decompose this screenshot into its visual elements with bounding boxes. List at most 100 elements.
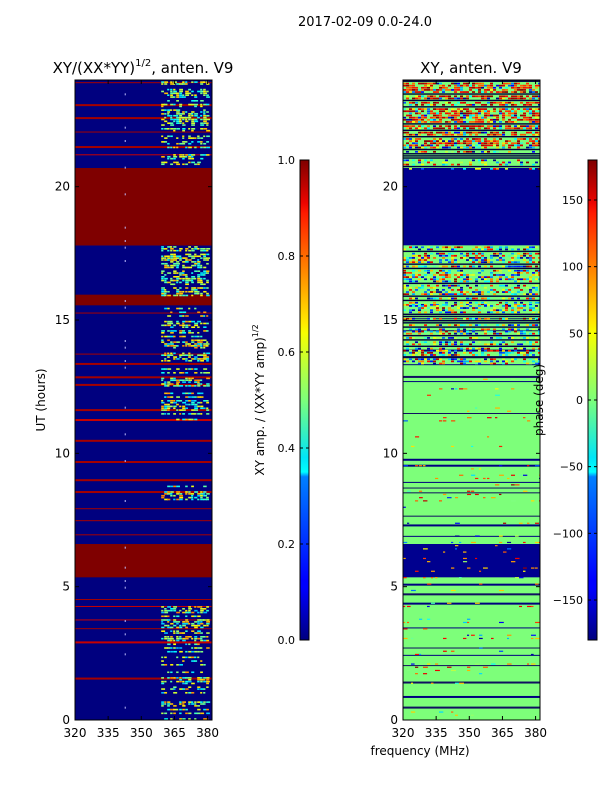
right-phase-cell xyxy=(433,362,436,365)
right-phase-cell xyxy=(439,305,442,307)
right-phase-cell xyxy=(535,101,538,104)
right-phase-cell xyxy=(406,347,409,350)
right-phase-cell xyxy=(535,341,538,344)
left-active-cell xyxy=(185,315,189,317)
right-phase-speck xyxy=(487,477,490,480)
left-active-cell xyxy=(194,118,198,121)
right-phase-cell xyxy=(478,121,481,123)
right-phase-cell xyxy=(445,125,448,128)
right-phase-cell xyxy=(418,104,421,106)
right-phase-cell xyxy=(523,104,526,106)
right-phase-cell xyxy=(421,82,424,85)
right-phase-cell xyxy=(430,311,433,314)
right-phase-cell xyxy=(520,269,523,272)
right-phase-cell xyxy=(445,89,448,91)
right-phase-cell xyxy=(502,89,505,91)
left-active-cell xyxy=(197,383,201,385)
right-phase-cell xyxy=(403,284,406,287)
right-phase-cell xyxy=(484,112,487,115)
left-active-cell xyxy=(173,377,176,380)
right-phase-cell xyxy=(463,142,466,145)
left-active-cell xyxy=(182,407,186,410)
right-phase-cell xyxy=(415,112,418,115)
right-phase-cell xyxy=(406,125,409,128)
right-phase-cell xyxy=(457,89,460,91)
left-active-cell xyxy=(170,354,174,356)
right-phase-cell xyxy=(517,125,520,128)
right-phase-cell xyxy=(511,311,514,314)
right-phase-cell xyxy=(436,291,439,293)
right-phase-cell xyxy=(514,125,517,128)
right-phase-cell xyxy=(487,261,490,264)
right-phase-cell xyxy=(469,259,472,261)
right-phase-cell xyxy=(478,289,481,291)
right-phase-cell xyxy=(439,317,442,320)
right-phase-speck xyxy=(463,557,467,560)
left-active-cell xyxy=(191,114,194,117)
right-phase-cell xyxy=(451,108,454,110)
right-phase-cell xyxy=(496,110,499,113)
right-phase-cell xyxy=(439,278,442,281)
right-phase-cell xyxy=(433,354,436,356)
left-active-cell xyxy=(167,324,172,327)
right-phase-cell xyxy=(409,309,412,312)
right-phase-cell xyxy=(427,95,430,98)
right-phase-cell xyxy=(412,146,415,149)
right-phase-cell xyxy=(454,284,457,287)
left-active-cell xyxy=(191,264,195,267)
right-phase-cell xyxy=(526,161,529,164)
left-active-cell xyxy=(167,146,170,149)
left-active-cell xyxy=(191,332,194,334)
right-phase-cell xyxy=(457,360,460,363)
right-phase-cell xyxy=(478,261,481,264)
right-phase-cell xyxy=(502,349,505,352)
right-phase-cell xyxy=(454,91,457,93)
right-phase-cell xyxy=(532,246,535,249)
left-active-cell xyxy=(164,407,169,410)
right-phase-cell xyxy=(433,276,436,278)
right-phase-cell xyxy=(478,138,481,140)
right-phase-cell xyxy=(418,332,421,335)
left-active-cell xyxy=(176,292,179,295)
right-phase-cell xyxy=(412,252,415,255)
right-phase-cell xyxy=(499,337,502,339)
right-phase-cell xyxy=(520,332,523,335)
right-phase-cell xyxy=(511,278,514,281)
right-phase-cell xyxy=(418,259,421,261)
right-phase-cell xyxy=(427,140,430,142)
left-active-cell xyxy=(206,281,209,284)
left-active-cell xyxy=(194,346,198,349)
right-phase-cell xyxy=(412,317,415,320)
right-phase-cell xyxy=(430,330,433,333)
right-phase-cell xyxy=(430,261,433,264)
left-active-cell xyxy=(206,343,210,345)
left-active-cell xyxy=(188,88,192,91)
right-phase-cell xyxy=(475,138,478,140)
right-phase-cell xyxy=(448,246,451,249)
left-active-cell xyxy=(188,92,192,95)
right-flag-row xyxy=(403,80,540,82)
left-active-cell xyxy=(164,360,167,362)
right-phase-cell xyxy=(505,163,508,166)
right-phase-cell xyxy=(427,118,430,121)
left-active-cell xyxy=(206,94,209,96)
right-phase-cell xyxy=(505,291,508,293)
right-phase-cell xyxy=(523,97,526,100)
left-active-cell xyxy=(185,156,188,158)
right-phase-cell xyxy=(496,254,499,257)
left-active-cell xyxy=(176,647,179,649)
left-flag-row xyxy=(75,82,212,84)
left-active-cell xyxy=(170,622,174,625)
left-active-cell xyxy=(185,341,188,343)
left-active-cell xyxy=(206,257,210,259)
left-active-cell xyxy=(170,277,173,280)
right-phase-cell xyxy=(535,352,538,354)
right-phase-cell xyxy=(499,91,502,93)
right-phase-cell xyxy=(469,110,472,113)
right-phase-cell xyxy=(481,84,484,87)
figure-suptitle: 2017-02-09 0.0-24.0 xyxy=(298,15,432,30)
left-active-cell xyxy=(191,354,194,356)
right-phase-cell xyxy=(523,354,526,356)
left-active-cell xyxy=(188,114,191,117)
right-phase-cell xyxy=(460,341,463,344)
